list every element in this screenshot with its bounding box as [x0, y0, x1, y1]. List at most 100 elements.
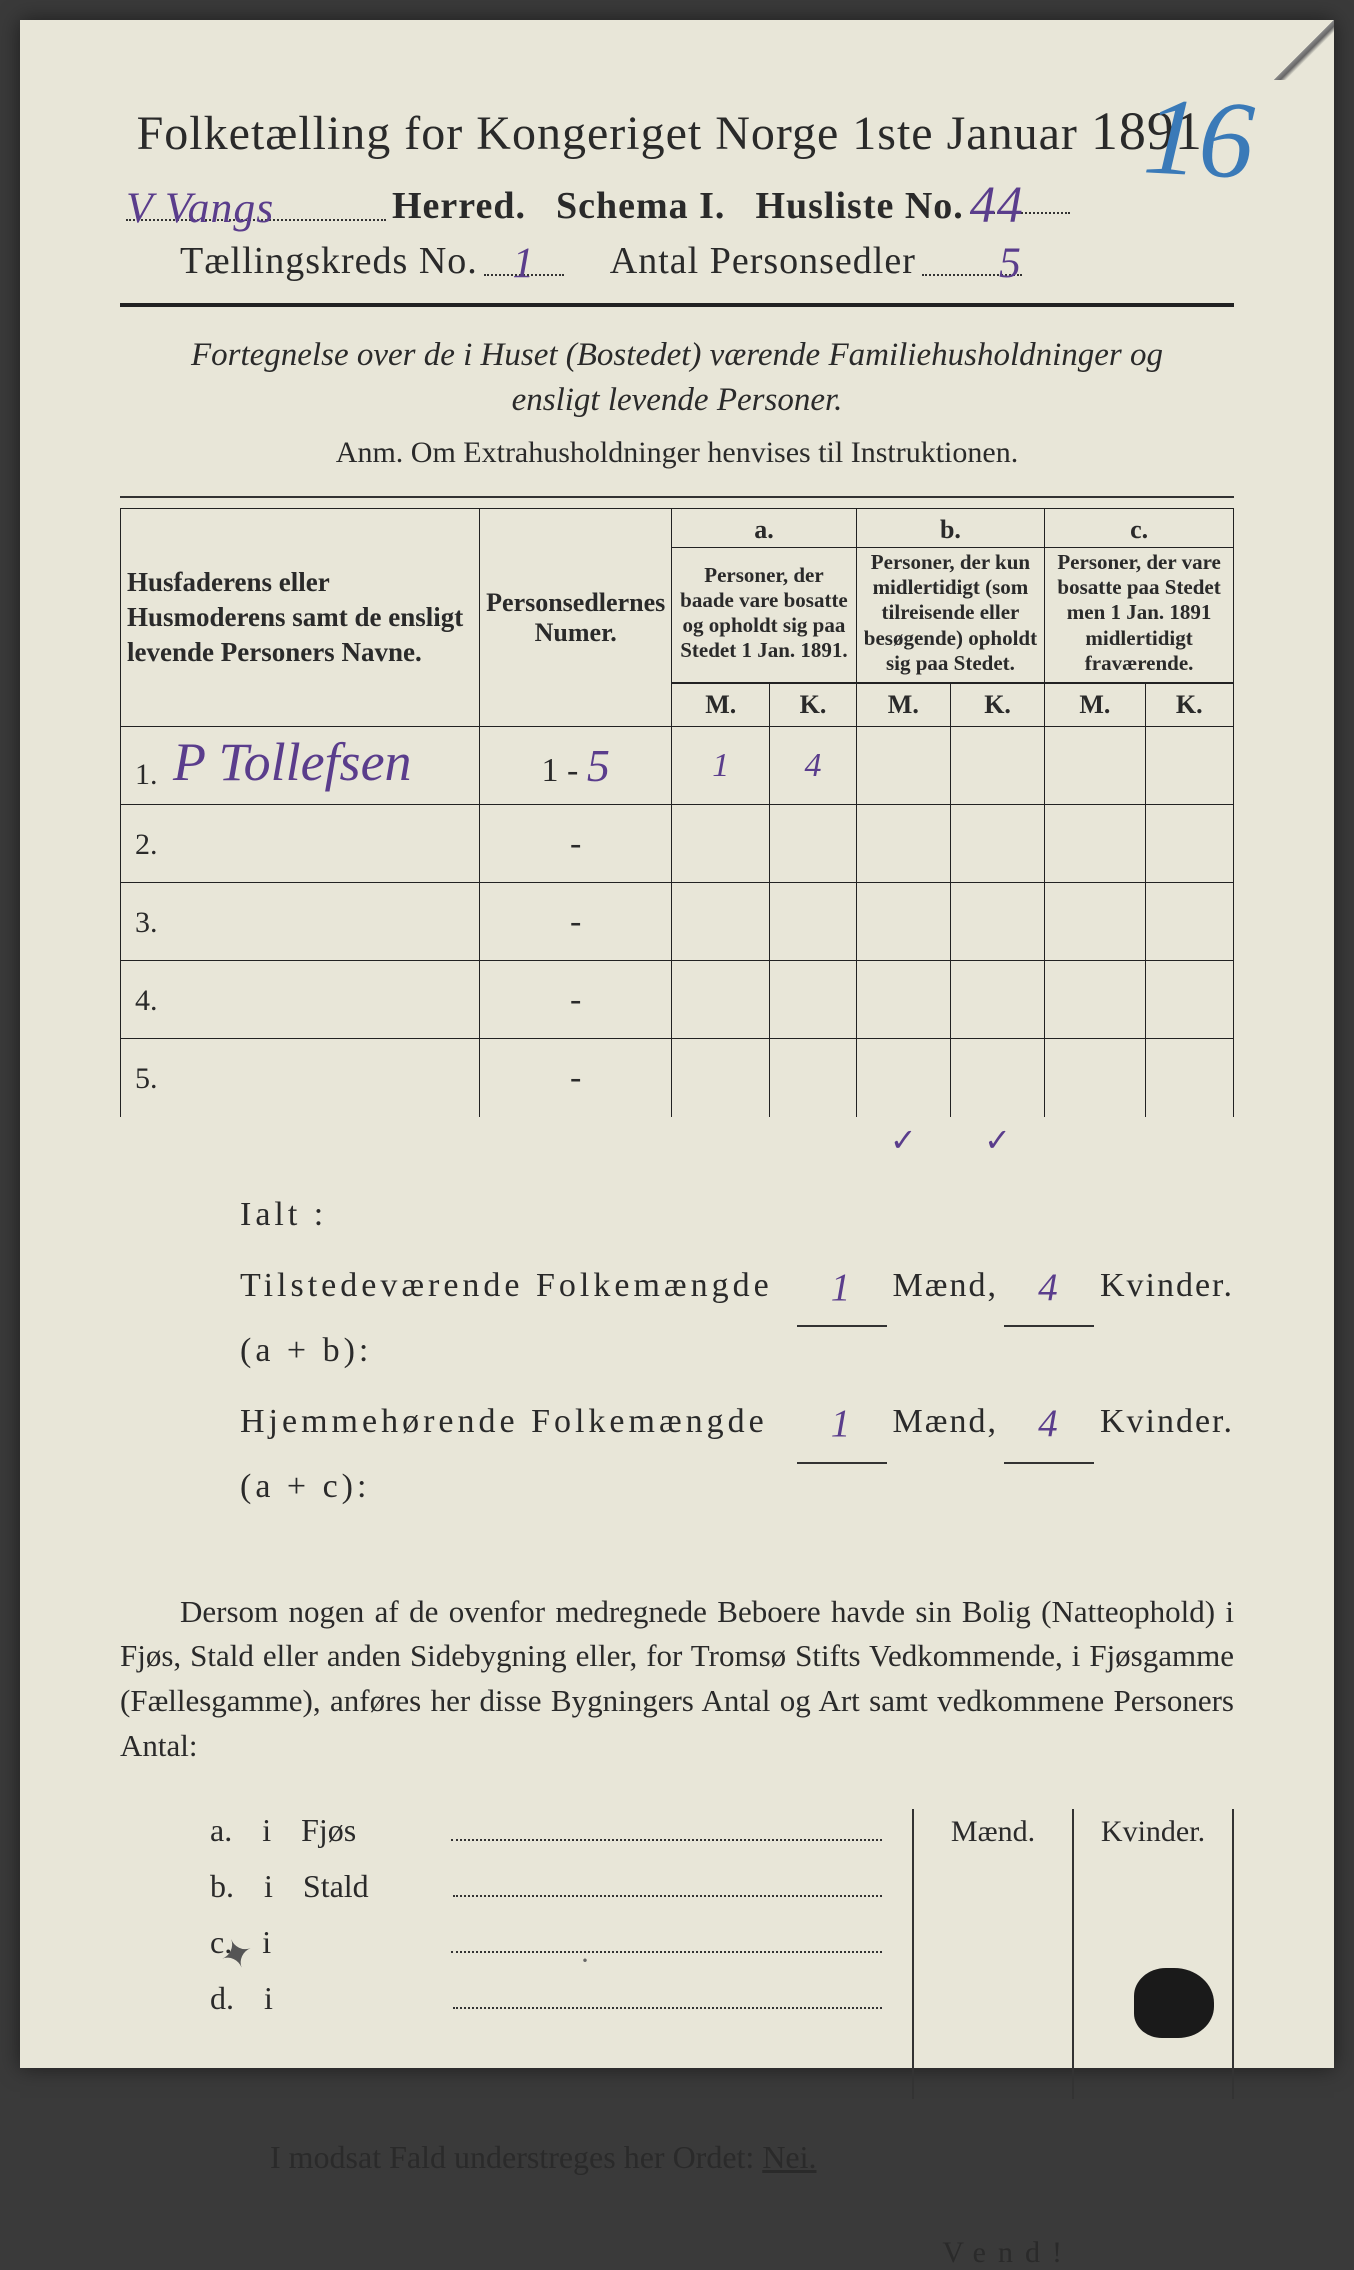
cell-cm	[1045, 727, 1145, 805]
cell-ak	[770, 883, 856, 961]
l2-kvinder: Kvinder.	[1100, 1390, 1234, 1455]
schema-label: Schema I.	[556, 184, 725, 228]
cell-cm	[1045, 961, 1145, 1039]
cell-am	[672, 805, 770, 883]
cell-num: -	[480, 883, 672, 961]
cell-num: -	[480, 961, 672, 1039]
table-row: 5. -	[121, 1039, 1234, 1117]
bld-type: Fjøs	[301, 1812, 421, 1849]
bld-i: i	[264, 1868, 273, 1905]
ialt-label: Ialt :	[240, 1183, 327, 1248]
table-row: 1. P Tollefsen1 - 514	[121, 727, 1234, 805]
cell-ak	[770, 961, 856, 1039]
nei-word: Nei.	[762, 2139, 816, 2175]
herred-value: V Vangs	[126, 184, 274, 232]
table-row: 4. -	[121, 961, 1234, 1039]
cell-cm	[1045, 805, 1145, 883]
bld-i: i	[262, 1812, 271, 1849]
anm-note: Anm. Om Extrahusholdninger henvises til …	[120, 436, 1234, 470]
bld-dots	[451, 1921, 882, 1953]
bld-i: i	[262, 1924, 271, 1961]
table-row: 3. -	[121, 883, 1234, 961]
l1-k: 4	[1004, 1251, 1094, 1327]
th-b-letter: b.	[856, 509, 1045, 548]
th-num: Personsedlernes Numer.	[480, 509, 672, 727]
th-cm: M.	[1045, 683, 1145, 727]
husliste-label: Husliste No.	[755, 184, 963, 228]
antal-value: 5	[999, 239, 1022, 287]
bld-type: Stald	[303, 1868, 423, 1905]
th-c-letter: c.	[1045, 509, 1234, 548]
antal-label: Antal Personsedler	[610, 239, 916, 283]
cell-ak	[770, 805, 856, 883]
dust-mark-mid: ·	[580, 1944, 590, 1978]
building-row: a.iFjøs	[210, 1809, 882, 1849]
l1-m: 1	[797, 1251, 887, 1327]
cell-name: 5.	[121, 1039, 480, 1117]
l1-kvinder: Kvinder.	[1100, 1254, 1234, 1319]
cell-am	[672, 1039, 770, 1117]
cell-bm	[856, 883, 950, 961]
corner-annotation: 16	[1141, 72, 1257, 205]
th-bm: M.	[856, 683, 950, 727]
rule-1	[120, 303, 1234, 307]
header-line-3: Tællingskreds No. 1 Antal Personsedler 5	[120, 234, 1234, 283]
cell-num: 1 - 5	[480, 727, 672, 805]
cell-ak	[770, 1039, 856, 1117]
bld-dots	[451, 1809, 882, 1841]
th-am: M.	[672, 683, 770, 727]
cell-bm	[856, 805, 950, 883]
building-paragraph: Dersom nogen af de ovenfor medregnede Be…	[120, 1590, 1234, 1770]
th-b-desc: Personer, der kun midlertidigt (som tilr…	[856, 548, 1045, 683]
cell-am	[672, 883, 770, 961]
cell-name: 4.	[121, 961, 480, 1039]
l2-label: Hjemmehørende Folkemængde (a + c):	[240, 1390, 791, 1519]
nei-pre: I modsat Fald understreges her Ordet:	[270, 2139, 762, 2175]
th-c-desc: Personer, der vare bosatte paa Stedet me…	[1045, 548, 1234, 683]
bld-dots	[453, 1977, 882, 2009]
cell-ak: 4	[770, 727, 856, 805]
th-a-desc: Personer, der baade vare bosatte og opho…	[672, 548, 856, 683]
building-row: b.iStald	[210, 1865, 882, 1905]
building-row: c.i	[210, 1921, 882, 1961]
form-title: Folketælling for Kongeriget Norge 1ste J…	[120, 100, 1234, 162]
subtitle: Fortegnelse over de i Huset (Bostedet) v…	[160, 333, 1194, 422]
building-head: Mænd. Kvinder.	[912, 1809, 1234, 2099]
header-line-2: V Vangs Herred. Schema I. Husliste No. 4…	[120, 172, 1234, 228]
cell-name: 3.	[121, 883, 480, 961]
cell-ck	[1145, 727, 1233, 805]
cell-am	[672, 961, 770, 1039]
kreds-label: Tællingskreds No.	[180, 239, 478, 283]
th-name: Husfaderens eller Husmoderens samt de en…	[121, 509, 480, 727]
check-bm: ✓	[856, 1117, 950, 1163]
building-row: d.i	[210, 1977, 882, 2017]
census-form-page: 16 Folketælling for Kongeriget Norge 1st…	[20, 20, 1334, 2068]
cell-bk	[950, 805, 1044, 883]
cell-num: -	[480, 805, 672, 883]
bld-col-m: Mænd.	[914, 1809, 1074, 2099]
cell-am: 1	[672, 727, 770, 805]
cell-bm	[856, 961, 950, 1039]
kreds-value: 1	[512, 239, 535, 287]
cell-bk	[950, 883, 1044, 961]
cell-ck	[1145, 961, 1233, 1039]
title-text: Folketælling for Kongeriget Norge 1ste J…	[137, 107, 1078, 160]
cell-ck	[1145, 883, 1233, 961]
cell-bk	[950, 1039, 1044, 1117]
summary-line-2: Hjemmehørende Folkemængde (a + c): 1 Mæn…	[240, 1383, 1234, 1519]
cell-bm	[856, 1039, 950, 1117]
bld-col-k: Kvinder.	[1074, 1809, 1234, 2099]
th-a-letter: a.	[672, 509, 856, 548]
household-table: Husfaderens eller Husmoderens samt de en…	[120, 508, 1234, 1162]
cell-bk	[950, 727, 1044, 805]
nei-line: I modsat Fald understreges her Ordet: Ne…	[120, 2139, 1234, 2176]
th-ck: K.	[1145, 683, 1233, 727]
cell-ck	[1145, 805, 1233, 883]
building-section: a.iFjøsb.iStaldc.id.i Mænd. Kvinder.	[120, 1809, 1234, 2099]
vend-label: Vend!	[120, 2236, 1074, 2270]
l1-maend: Mænd,	[893, 1254, 998, 1319]
table-row: 2. -	[121, 805, 1234, 883]
herred-label: Herred.	[392, 184, 526, 228]
check-bk: ✓	[950, 1117, 1044, 1163]
building-list: a.iFjøsb.iStaldc.id.i	[120, 1809, 912, 2033]
